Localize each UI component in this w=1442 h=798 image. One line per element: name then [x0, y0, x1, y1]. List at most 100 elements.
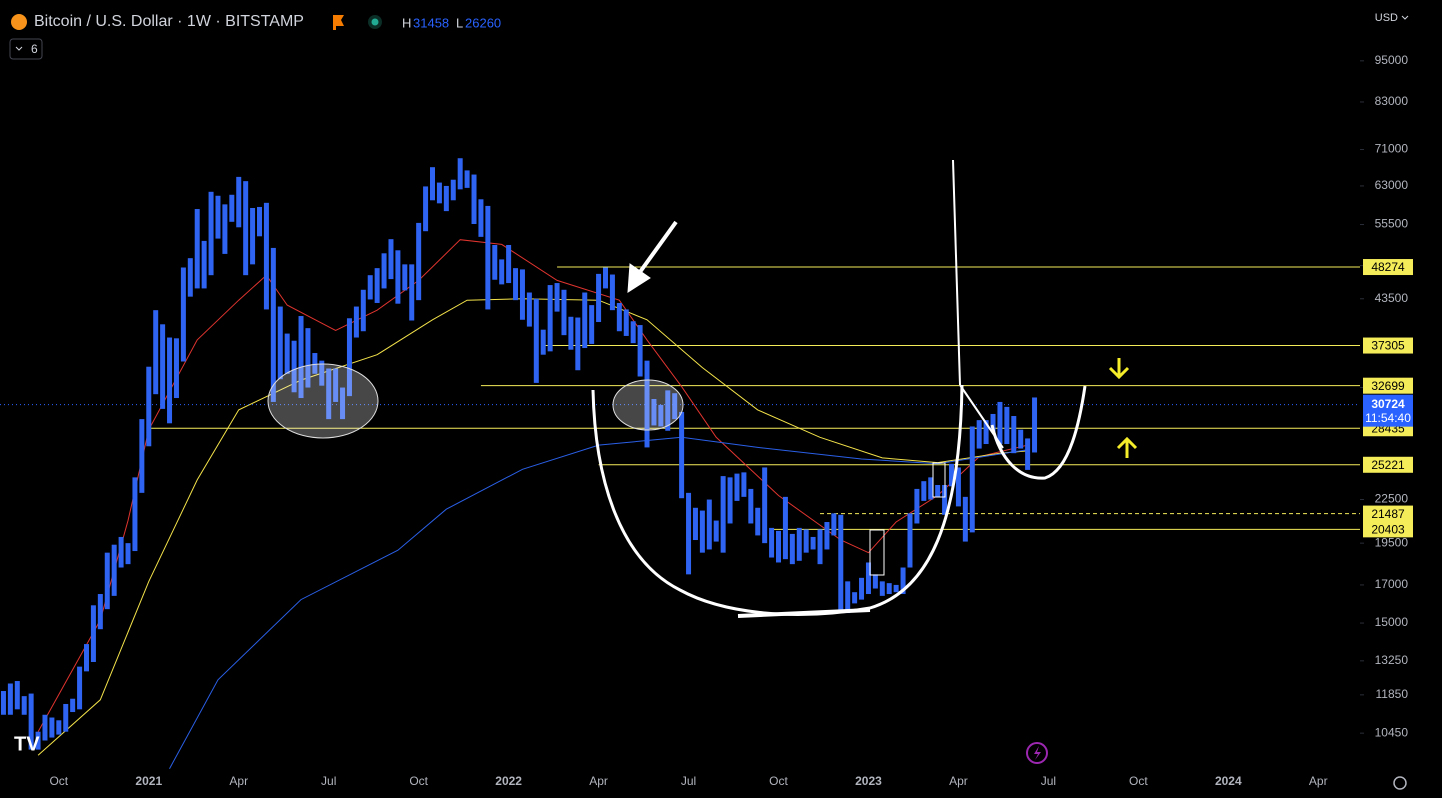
handle-curve [990, 385, 1087, 480]
price-bar [609, 274, 615, 311]
price-bar [990, 413, 996, 432]
price-bar [928, 477, 934, 500]
price-bar [443, 185, 449, 212]
price-bar [540, 329, 546, 355]
price-bar [962, 496, 968, 542]
indicator-toggle[interactable] [9, 38, 43, 60]
price-bar [84, 644, 89, 672]
y-tick-label: 71000 [1375, 142, 1409, 156]
price-bar [409, 264, 415, 321]
price-bar [194, 209, 200, 289]
price-bar [263, 202, 269, 310]
price-bar [0, 691, 6, 715]
price-bar [741, 472, 747, 497]
price-bar [519, 269, 525, 320]
box [932, 462, 946, 498]
price-bar [153, 310, 159, 395]
level-label: 32699 [1371, 379, 1405, 393]
price-bar [603, 267, 608, 289]
cup-base [737, 608, 871, 618]
price-bar [831, 513, 837, 536]
price-bar [478, 199, 484, 237]
currency[interactable]: USD [1375, 12, 1398, 24]
level-label: 25221 [1371, 458, 1405, 472]
price-bar [305, 328, 311, 388]
price-bar [56, 720, 62, 735]
price-bar [430, 167, 435, 201]
price-bar [893, 584, 899, 593]
price-bar [810, 536, 816, 550]
price-bar [568, 316, 574, 350]
price-bar [859, 577, 865, 600]
y-tick-label: 43500 [1375, 291, 1409, 305]
moving-average [37, 239, 1028, 732]
price-bar [782, 496, 788, 560]
x-tick-label: Apr [949, 774, 968, 788]
arrow-down [1108, 358, 1130, 380]
price-bar [706, 499, 712, 550]
price-bar [672, 393, 678, 420]
price-bar [879, 581, 885, 596]
price-bar [291, 340, 297, 393]
price-bar [7, 683, 13, 715]
price-bar [132, 477, 138, 552]
price-bar [464, 170, 470, 188]
price-bar [471, 174, 477, 224]
price-bar [450, 179, 456, 201]
vertical-line [952, 159, 961, 386]
price-bar [596, 273, 602, 323]
price-bar [388, 239, 394, 280]
price-bar [942, 485, 948, 515]
price-bar [658, 404, 664, 427]
price-bar [416, 222, 422, 301]
price-bar [575, 317, 581, 371]
ellipse [612, 379, 684, 431]
price-bar [42, 714, 48, 741]
price-bar [949, 463, 954, 487]
level-label: 48274 [1371, 260, 1405, 274]
price-bar [77, 666, 83, 710]
price-bar [14, 681, 20, 710]
status-dot-inner [371, 18, 379, 26]
price-bar [492, 244, 498, 280]
price-bar [526, 292, 532, 327]
flag-icon[interactable] [333, 15, 344, 30]
price-bar [250, 207, 256, 265]
price-bar [312, 353, 318, 374]
settings-icon[interactable] [1393, 776, 1407, 790]
coin-icon [11, 14, 27, 30]
price-bar [644, 360, 650, 448]
price-bar [284, 333, 290, 374]
y-tick-label: 55500 [1375, 217, 1409, 231]
price-bar [270, 247, 276, 402]
price-bar [1025, 438, 1031, 470]
stat-value: 31458 [413, 15, 449, 30]
price-bar [63, 703, 69, 732]
x-tick-label: 2021 [135, 774, 162, 788]
y-tick-label: 13250 [1375, 653, 1409, 667]
price-bar [692, 507, 698, 541]
price-bar [713, 520, 719, 542]
price-bar [907, 513, 913, 568]
level-label-box [1363, 505, 1413, 522]
level-label-box [1363, 377, 1413, 394]
price-bar [616, 302, 622, 332]
y-tick-label: 11850 [1376, 687, 1409, 701]
price-bar [651, 399, 657, 426]
price-bar [637, 325, 643, 377]
countdown-label: 11:54:40 [1365, 411, 1411, 425]
lightning-icon[interactable] [1026, 742, 1048, 764]
price-bar [755, 507, 761, 536]
price-bar [97, 594, 103, 630]
price-bar [734, 473, 740, 501]
price-bar [326, 368, 332, 420]
y-tick-label: 15000 [1375, 615, 1409, 629]
y-tick-label: 17000 [1375, 577, 1409, 591]
price-bar [1032, 397, 1038, 453]
price-bar [139, 419, 145, 493]
stat-value: 26260 [465, 15, 501, 30]
price-bar [561, 289, 567, 336]
annotations [267, 159, 1138, 618]
price-bar [353, 306, 359, 338]
price-bar [35, 731, 41, 750]
